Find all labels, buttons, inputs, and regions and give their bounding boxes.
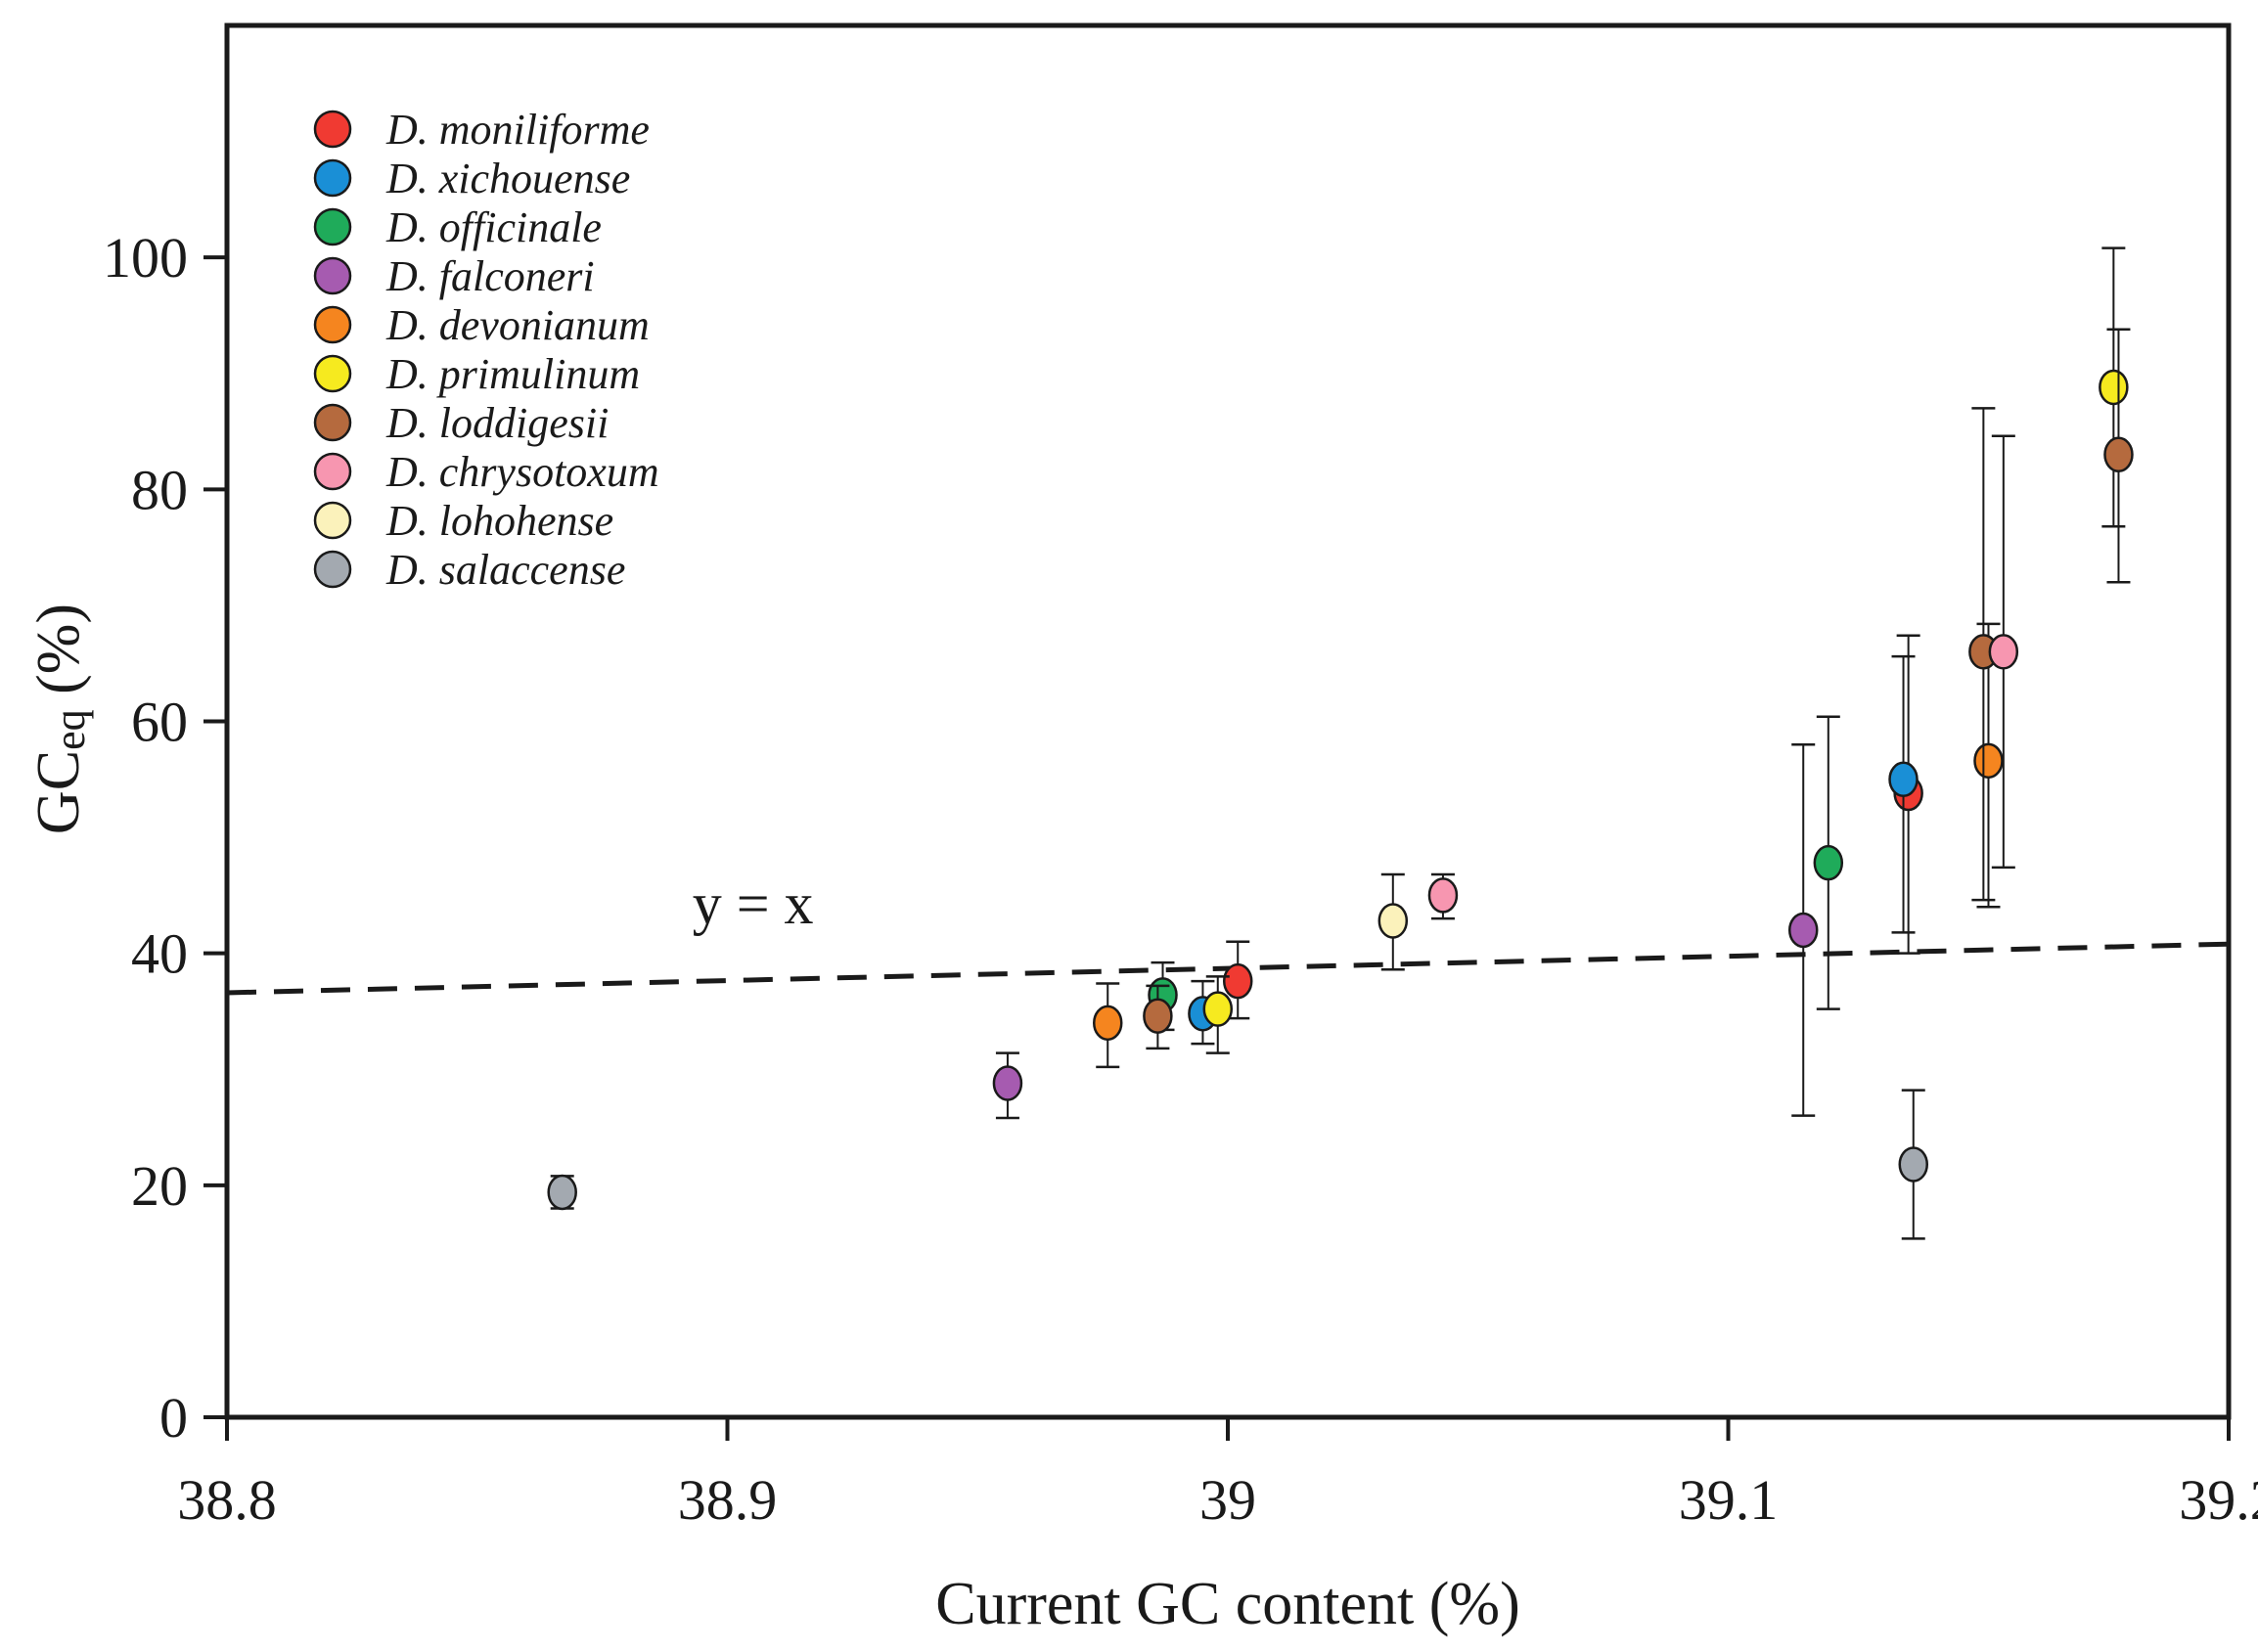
legend-item: D. chrysotoxum: [313, 448, 659, 496]
legend-label: D. primulinum: [385, 350, 640, 398]
legend-label: D. moniliforme: [385, 106, 650, 154]
x-axis-title: Current GC content (%): [935, 1571, 1519, 1637]
data-point: [1988, 434, 2019, 870]
axes-layer: Current GC content (%) GCeq (%): [25, 22, 2232, 1637]
legend-item: D. salaccense: [313, 546, 625, 594]
reference-line-label: y = x: [693, 871, 814, 936]
data-points-layer: [547, 246, 2134, 1240]
data-point: [1222, 940, 1253, 1020]
legend-swatch: [313, 550, 352, 589]
point-marker: [1888, 761, 1919, 798]
data-point: [547, 1174, 577, 1211]
legend-label: D. officinale: [385, 203, 602, 251]
point-marker: [1202, 991, 1234, 1027]
x-tick-label: 39: [1199, 1468, 1256, 1532]
x-tick-label: 39.2: [2179, 1468, 2258, 1532]
legend-label: D. xichouense: [385, 155, 630, 202]
legend-swatch: [313, 256, 352, 295]
point-marker: [1377, 903, 1409, 939]
x-tick-label: 38.9: [678, 1468, 778, 1532]
point-marker: [992, 1065, 1023, 1101]
x-tick-label: 38.8: [177, 1468, 277, 1532]
data-point: [2099, 246, 2129, 528]
legend-swatch: [313, 305, 352, 344]
data-point: [2103, 328, 2134, 584]
legend-label: D. lohohense: [385, 497, 613, 545]
legend-item: D. lohohense: [313, 497, 613, 545]
y-tick-label: 40: [131, 922, 188, 986]
legend-item: D. moniliforme: [313, 106, 650, 154]
legend-swatch: [313, 403, 352, 442]
legend-label: D. salaccense: [385, 546, 625, 594]
legend-swatch: [313, 110, 352, 149]
y-tick-label: 80: [131, 458, 188, 521]
legend-item: D. falconeri: [313, 252, 595, 300]
y-tick-label: 100: [103, 226, 188, 290]
point-marker: [2103, 436, 2134, 473]
legend-swatch: [313, 501, 352, 540]
point-marker: [1092, 1005, 1123, 1042]
y-axis-title: GCeq (%): [25, 603, 94, 834]
legend-item: D. xichouense: [313, 155, 630, 202]
ticks-layer: 38.8 38.9 39 39.1 39.2 0 20 40 60 80 100: [103, 226, 2258, 1532]
y-tick-label: 20: [131, 1154, 188, 1218]
point-marker: [1973, 742, 2004, 780]
data-point: [992, 1051, 1023, 1120]
legend-item: D. loddigesii: [313, 399, 609, 447]
legend-swatch: [313, 452, 352, 491]
point-marker: [1427, 877, 1459, 914]
point-marker: [1143, 998, 1173, 1034]
legend-label: D. loddigesii: [385, 399, 609, 447]
legend-swatch: [313, 354, 352, 393]
point-marker: [547, 1174, 577, 1211]
x-tick-label: 39.1: [1679, 1468, 1779, 1532]
legend-item: D. primulinum: [313, 350, 640, 398]
legend-item: D. officinale: [313, 203, 602, 251]
data-point: [1813, 715, 1844, 1010]
data-point: [1898, 1089, 1929, 1240]
point-marker: [1988, 634, 2019, 670]
data-point: [1377, 872, 1409, 971]
data-point: [1427, 872, 1459, 920]
y-tick-label: 0: [159, 1386, 188, 1450]
legend-swatch: [313, 207, 352, 246]
data-point: [1787, 742, 1819, 1117]
legend-item: D. devonianum: [313, 301, 650, 349]
point-marker: [1898, 1146, 1929, 1183]
data-point: [1143, 984, 1173, 1050]
data-point: [1888, 654, 1919, 934]
point-marker: [1222, 962, 1253, 1000]
legend-label: D. devonianum: [385, 301, 650, 349]
y-tick-label: 60: [131, 691, 188, 754]
point-marker: [1813, 844, 1844, 881]
legend-label: D. falconeri: [385, 252, 595, 300]
legend-label: D. chrysotoxum: [385, 448, 659, 496]
point-marker: [2099, 369, 2129, 406]
legend-swatch: [313, 158, 352, 198]
data-point: [1092, 982, 1123, 1069]
point-marker: [1787, 912, 1819, 949]
data-point: [1973, 622, 2004, 909]
data-point: [1202, 975, 1234, 1054]
